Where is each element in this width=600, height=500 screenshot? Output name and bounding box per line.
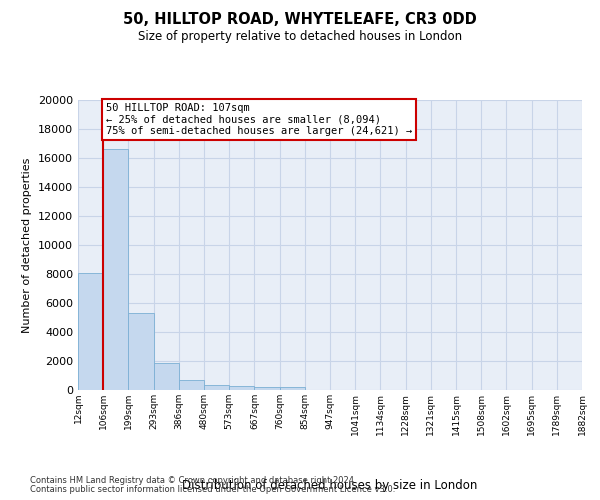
Text: 50, HILLTOP ROAD, WHYTELEAFE, CR3 0DD: 50, HILLTOP ROAD, WHYTELEAFE, CR3 0DD (123, 12, 477, 28)
Bar (254, 387, 280, 390)
Text: Size of property relative to detached houses in London: Size of property relative to detached ho… (138, 30, 462, 43)
Bar (204, 384, 229, 390)
X-axis label: Distribution of detached houses by size in London: Distribution of detached houses by size … (182, 480, 478, 492)
Bar (179, 380, 204, 390)
Bar (103, 150, 128, 390)
Bar (229, 386, 254, 390)
Bar (128, 313, 154, 390)
Text: 50 HILLTOP ROAD: 107sqm
← 25% of detached houses are smaller (8,094)
75% of semi: 50 HILLTOP ROAD: 107sqm ← 25% of detache… (106, 103, 412, 136)
Text: Contains public sector information licensed under the Open Government Licence v3: Contains public sector information licen… (30, 485, 395, 494)
Y-axis label: Number of detached properties: Number of detached properties (22, 158, 32, 332)
Bar (280, 388, 305, 390)
Bar (154, 363, 179, 390)
Text: Contains HM Land Registry data © Crown copyright and database right 2024.: Contains HM Land Registry data © Crown c… (30, 476, 356, 485)
Bar (78, 272, 103, 390)
